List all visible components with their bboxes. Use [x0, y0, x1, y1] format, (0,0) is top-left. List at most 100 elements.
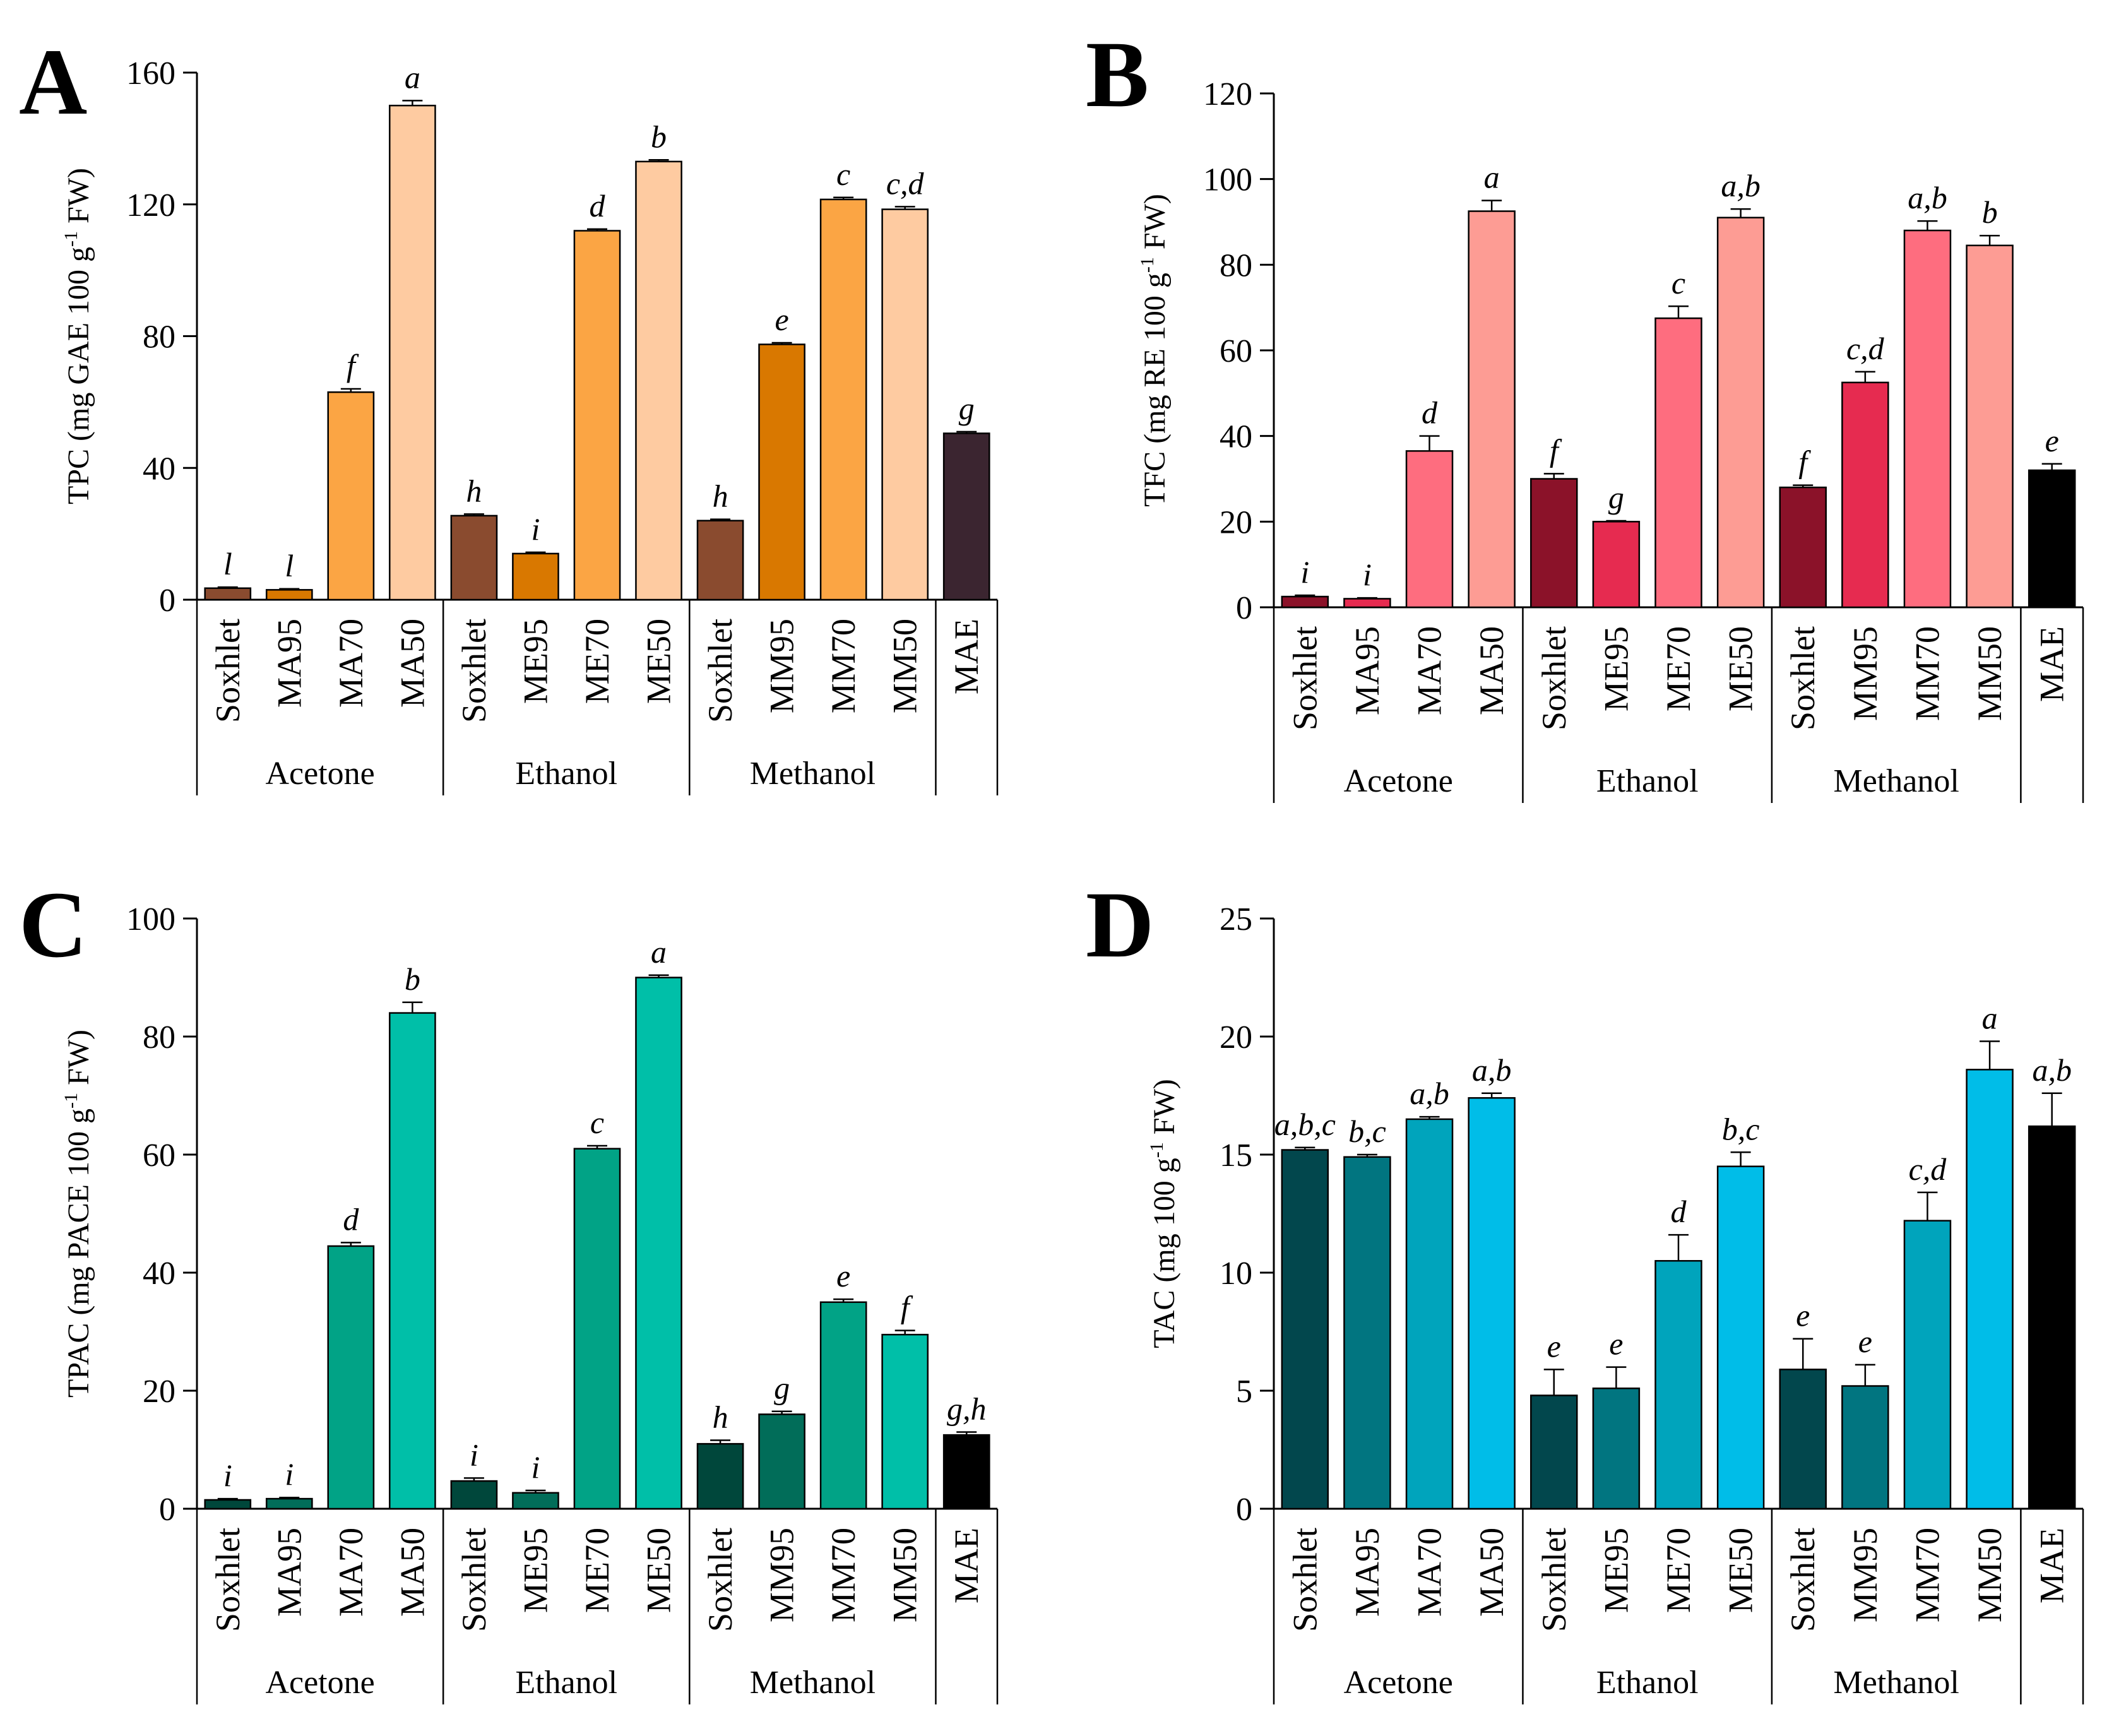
- significance-letter: h: [713, 479, 728, 514]
- significance-letter: c,d: [886, 165, 925, 201]
- significance-letter: a,b: [1410, 1076, 1449, 1111]
- significance-letter: a: [405, 59, 420, 95]
- category-label: Soxhlet: [1286, 1528, 1324, 1632]
- bar-mm95: [1841, 381, 1889, 609]
- bar-ma70: [1405, 1118, 1454, 1510]
- y-tick-label: 10: [1220, 1256, 1252, 1292]
- group-label-methanol: Methanol: [1834, 763, 1959, 799]
- panel-letter: B: [1086, 22, 1149, 127]
- category-label: MA70: [332, 1528, 370, 1617]
- significance-letter: c,d: [1846, 331, 1885, 366]
- y-tick-label: 60: [143, 1138, 175, 1174]
- bar-ma95: [265, 589, 313, 601]
- y-tick-label: 25: [1220, 901, 1252, 937]
- significance-letter: b: [405, 961, 420, 997]
- significance-letter: b: [651, 119, 667, 154]
- significance-letter: c: [590, 1105, 604, 1140]
- significance-letter: b,c: [1722, 1111, 1760, 1146]
- y-tick-label: 15: [1220, 1138, 1252, 1174]
- significance-letter: b,c: [1348, 1114, 1386, 1149]
- category-label: MAE: [2033, 1528, 2071, 1603]
- significance-letter: g,h: [947, 1391, 987, 1426]
- bar-soxhlet: [1281, 1149, 1329, 1510]
- bar-me50: [635, 977, 682, 1510]
- bar-soxhlet: [450, 514, 498, 601]
- bar-me50: [1716, 217, 1765, 609]
- bar-soxhlet: [1530, 478, 1578, 609]
- category-label: ME95: [1597, 626, 1635, 711]
- bar-me95: [1592, 521, 1641, 609]
- bar-mm95: [1841, 1385, 1889, 1510]
- bar-me70: [1654, 317, 1702, 609]
- significance-letter: i: [470, 1437, 478, 1472]
- category-label: MM50: [1971, 1528, 2009, 1622]
- significance-letter: a: [1484, 160, 1500, 195]
- significance-letter: a,b: [2032, 1052, 2072, 1088]
- category-label: MA70: [1411, 1528, 1449, 1617]
- group-label-ethanol: Ethanol: [515, 756, 617, 792]
- significance-letter: a,b,c: [1274, 1107, 1336, 1142]
- panel-letter: A: [19, 30, 87, 134]
- significance-letter: i: [1363, 557, 1372, 592]
- category-label: MM95: [1846, 626, 1884, 721]
- category-label: MM50: [886, 619, 924, 713]
- category-label: ME50: [1722, 1528, 1760, 1613]
- bar-soxhlet: [1530, 1394, 1578, 1510]
- bar-mm70: [1903, 1220, 1952, 1510]
- significance-letter: e: [1547, 1328, 1561, 1364]
- y-tick-label: 40: [143, 1256, 175, 1292]
- significance-letter: c: [1672, 265, 1685, 300]
- y-axis-label: TPAC (mg PACE 100 g-1 FW): [61, 1030, 95, 1398]
- significance-letter: l: [285, 548, 294, 583]
- significance-letter: c,d: [1909, 1151, 1947, 1187]
- group-label-acetone: Acetone: [265, 756, 374, 792]
- significance-letter: g: [1608, 480, 1624, 515]
- category-label: MA50: [1473, 626, 1511, 715]
- bar-ma50: [389, 104, 436, 601]
- significance-letter: i: [1300, 554, 1309, 590]
- significance-letter: e: [1858, 1324, 1872, 1359]
- significance-letter: d: [1671, 1194, 1687, 1229]
- y-tick-label: 40: [1220, 419, 1252, 455]
- bar-mae: [942, 1434, 990, 1510]
- category-label: ME95: [516, 1528, 554, 1613]
- panel-letter: D: [1086, 872, 1154, 977]
- bar-me70: [1654, 1260, 1702, 1510]
- bar-mm50: [1966, 244, 2014, 609]
- y-tick-label: 0: [1236, 590, 1252, 626]
- bar-me95: [512, 552, 559, 601]
- bar-soxhlet: [450, 1480, 498, 1510]
- y-tick-label: 100: [126, 901, 175, 937]
- bar-me95: [1592, 1388, 1641, 1510]
- significance-letter: i: [223, 1458, 232, 1493]
- y-axis-label: TPC (mg GAE 100 g-1 FW): [61, 168, 95, 504]
- bar-ma50: [1468, 1097, 1516, 1510]
- category-label: ME50: [640, 1528, 678, 1613]
- category-label: MAE: [947, 1528, 985, 1603]
- significance-letter: e: [2045, 423, 2059, 458]
- significance-letter: a,b: [1721, 168, 1761, 203]
- y-tick-label: 0: [159, 583, 175, 619]
- y-axis-label: TAC (mg 100 g-1 FW): [1146, 1079, 1181, 1348]
- y-tick-label: 120: [1203, 76, 1252, 112]
- group-label-methanol: Methanol: [750, 756, 876, 792]
- bar-soxhlet: [1779, 486, 1827, 609]
- y-tick-label: 80: [143, 1020, 175, 1055]
- y-tick-label: 80: [1220, 247, 1252, 283]
- category-label: ME70: [578, 1528, 616, 1613]
- category-label: MAE: [947, 619, 985, 694]
- y-tick-label: 0: [1236, 1492, 1252, 1528]
- bar-soxhlet: [204, 587, 252, 601]
- significance-letter: d: [590, 188, 606, 223]
- category-label: MM50: [1971, 626, 2009, 721]
- bar-soxhlet: [696, 520, 744, 601]
- category-label: MA95: [1348, 626, 1386, 715]
- chart-panel-d: D 0 5 10 15 20 25 TAC (mg 100 g-1 FW) a,b,c Soxhl…: [1086, 872, 2084, 1704]
- bar-ma70: [327, 1245, 375, 1510]
- significance-letter: b: [1982, 194, 1998, 230]
- bar-soxhlet: [1779, 1369, 1827, 1510]
- category-label: MA95: [1348, 1528, 1386, 1617]
- bar-mm50: [881, 1333, 929, 1510]
- category-label: Soxhlet: [1286, 626, 1324, 730]
- bar-me70: [573, 230, 621, 601]
